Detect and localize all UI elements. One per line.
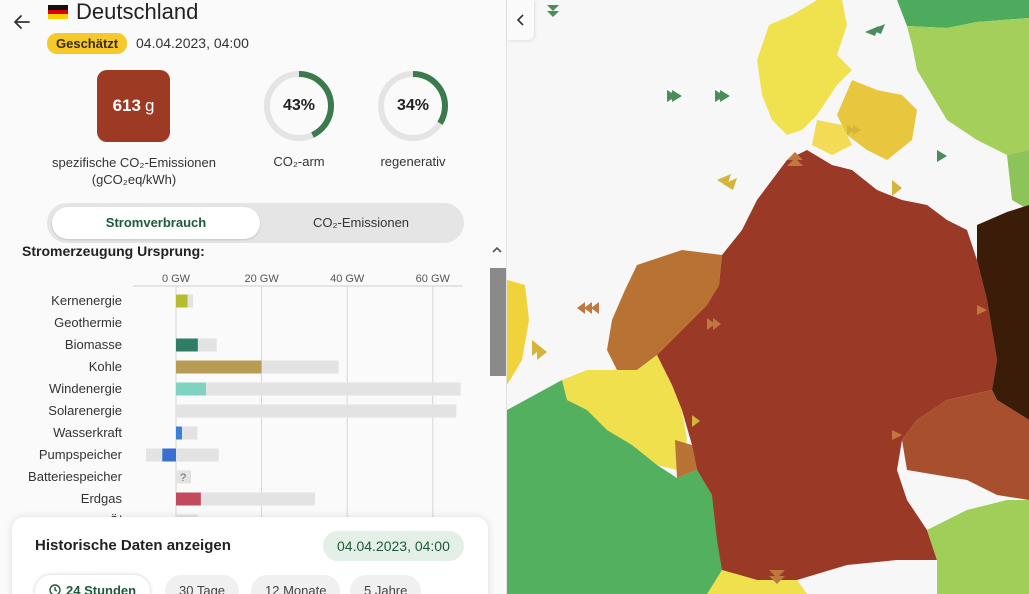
renewable-ring-fill (378, 71, 448, 141)
germany-flag-icon (48, 5, 68, 19)
low-carbon-label: CO₂-arm (273, 154, 325, 169)
map-region-norway[interactable] (897, 0, 1029, 28)
chevron-left-icon (516, 14, 524, 26)
co2-label-line1: spezifische CO₂-Emissionen (52, 155, 216, 170)
map-region-luxembourg[interactable] (675, 440, 697, 478)
renewable-label: regenerativ (380, 154, 446, 169)
map-region-netherlands[interactable] (607, 250, 722, 370)
category-label: Kohle (89, 359, 122, 374)
map-region-austria[interactable] (927, 500, 1029, 594)
production-chart: 0 GW 20 GW 40 GW 60 GW Kernenergie Geothermie… (28, 273, 463, 528)
category-label: Pumpspeicher (39, 447, 123, 462)
category-label: Batteriespeicher (28, 469, 123, 484)
low-carbon-ring-graphic (264, 71, 334, 141)
tick-label: 20 GW (244, 273, 279, 285)
value-bar (162, 448, 176, 462)
low-carbon-ring-fill (264, 71, 334, 141)
map-graphic (507, 0, 1029, 594)
renewable-ring[interactable]: 34% (377, 70, 449, 142)
map-region-sweden[interactable] (907, 18, 1029, 155)
map-region-denmark-east[interactable] (837, 80, 917, 160)
category-label: Windenergie (49, 381, 122, 396)
back-button[interactable] (10, 10, 34, 34)
co2-intensity-box[interactable]: 613 g (97, 70, 170, 142)
zone-panel: Deutschland Geschätzt 04.04.2023, 04:00 … (0, 0, 507, 594)
chevron-up-icon[interactable] (492, 243, 502, 257)
arrow-left-icon (14, 15, 30, 29)
country-title: Deutschland (76, 0, 199, 24)
datetime-label: 04.04.2023, 04:00 (136, 35, 249, 51)
map-region-denmark-west[interactable] (757, 0, 852, 135)
clock-icon (49, 584, 61, 594)
co2-unit: g (144, 96, 155, 115)
low-carbon-ring[interactable]: 43% (263, 70, 335, 142)
estimated-badge[interactable]: Geschätzt (47, 33, 128, 54)
history-date-badge[interactable]: 04.04.2023, 04:00 (323, 531, 464, 561)
carbon-map[interactable] (507, 0, 1029, 594)
capacity-bar (176, 492, 316, 506)
value-bar (176, 426, 182, 440)
category-label: Solarenergie (48, 403, 122, 418)
toggle-emissions[interactable]: CO₂-Emissionen (312, 215, 410, 230)
range-30d[interactable]: 30 Tage (165, 575, 240, 594)
map-region-switzerland[interactable] (707, 570, 807, 594)
flow-arrows-icon (547, 5, 947, 162)
map-region-belgium[interactable] (562, 355, 687, 470)
category-label: Wasserkraft (53, 425, 122, 440)
unknown-marker: ? (180, 472, 186, 484)
section-title: Stromerzeugung Ursprung: (22, 243, 205, 259)
renewable-ring-graphic (378, 71, 448, 141)
toggle-consumption[interactable]: Stromverbrauch (52, 207, 260, 239)
map-region-baltic[interactable] (1007, 150, 1029, 210)
category-label: Kernenergie (51, 293, 122, 308)
co2-value: 613 (112, 96, 141, 115)
map-region-poland[interactable] (977, 205, 1029, 420)
map-region-germany[interactable] (657, 150, 997, 580)
category-label: Geothermie (54, 315, 122, 330)
range-24h-label: 24 Stunden (66, 583, 137, 594)
co2-intensity-label: spezifische CO₂-Emissionen (gCO₂eq/kWh) (30, 154, 238, 188)
history-title: Historische Daten anzeigen (35, 537, 231, 554)
value-bar (176, 492, 201, 506)
co2-label-line2: (gCO₂eq/kWh) (91, 172, 177, 187)
map-region-uk[interactable] (507, 280, 529, 385)
category-label: Biomasse (65, 337, 122, 352)
flow-arrows-yellow-icon (532, 125, 902, 427)
map-region-france[interactable] (507, 380, 757, 594)
tick-label: 0 GW (162, 273, 191, 285)
range-12m[interactable]: 12 Monate (251, 575, 341, 594)
flow-arrows-brown-icon (577, 152, 987, 584)
low-carbon-percent: 43% (282, 97, 316, 114)
history-card: Historische Daten anzeigen 04.04.2023, 0… (12, 517, 488, 594)
value-bar (176, 360, 262, 374)
capacity-bar (176, 404, 457, 418)
category-label: Erdgas (81, 491, 123, 506)
map-region-islands[interactable] (812, 120, 852, 155)
tick-label: 40 GW (330, 273, 365, 285)
value-bar (176, 338, 198, 352)
capacity-bar (146, 448, 219, 462)
mode-toggle: Stromverbrauch CO₂-Emissionen (47, 203, 464, 243)
scrollbar-thumb[interactable] (490, 268, 506, 376)
map-region-czechia[interactable] (902, 390, 1029, 500)
range-5y[interactable]: 5 Jahre (350, 575, 422, 594)
scrollbar[interactable] (489, 258, 506, 518)
renewable-percent: 34% (396, 97, 430, 114)
value-bar (176, 382, 206, 396)
capacity-bar (176, 470, 191, 484)
capacity-bar (176, 382, 461, 396)
range-24h[interactable]: 24 Stunden (35, 575, 151, 594)
value-bar (176, 294, 188, 308)
tick-label: 60 GW (416, 273, 451, 285)
collapse-panel-button[interactable] (507, 0, 534, 40)
